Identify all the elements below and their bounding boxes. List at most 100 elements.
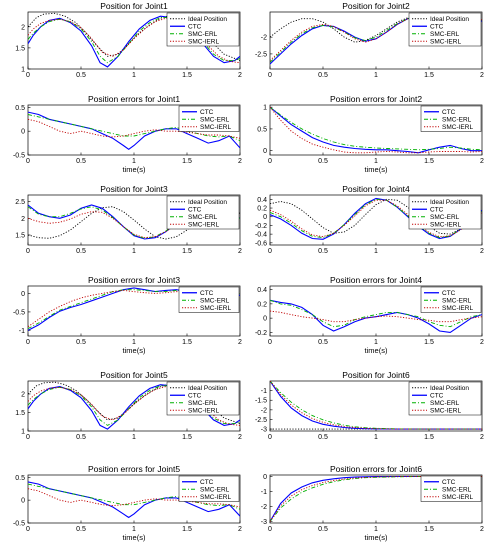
y-tick-label: -0.5 [13, 153, 25, 160]
chart-title: Position errors for Joint4 [330, 275, 422, 285]
legend-label: SMC-ERL [430, 400, 460, 407]
y-tick-label: 0 [263, 474, 267, 481]
x-tick-label: 1 [132, 72, 136, 79]
x-tick-label: 0 [26, 248, 30, 255]
series-line-ideal-position [270, 198, 482, 235]
x-tick-label: 0.5 [76, 72, 86, 79]
y-tick-label: -3 [261, 519, 267, 526]
y-tick-label: 1.5 [15, 233, 25, 240]
legend-label: CTC [200, 479, 214, 486]
series-line-smc-erl [270, 106, 482, 151]
x-tick-label: 1.5 [424, 339, 434, 346]
x-tick-label: 0.5 [318, 434, 328, 441]
subplot-9: Position for Joint5 0 0.5 1 1.5 2 1 1.5 2 Ideal P… [15, 370, 242, 441]
legend-label: CTC [430, 24, 444, 31]
y-tick-label: 0.2 [257, 301, 267, 308]
x-tick-label: 2 [480, 248, 484, 255]
series-line-ctc [270, 197, 482, 240]
subplot-10: Position for Joint6 0 0.5 1 1.5 2 -3 -2.5 -2 -1.5… [255, 370, 484, 441]
y-tick-label: 1 [21, 429, 25, 436]
series-line-smc-erl [28, 483, 240, 510]
x-tick-label: 2 [480, 339, 484, 346]
x-tick-label: 1 [132, 248, 136, 255]
legend-label: SMC-IERL [188, 222, 219, 229]
x-tick-label: 2 [480, 434, 484, 441]
x-tick-label: 2 [238, 158, 242, 165]
x-tick-label: 2 [238, 434, 242, 441]
y-tick-label: 0 [263, 148, 267, 155]
x-tick-label: 0 [26, 339, 30, 346]
x-tick-label: 0 [268, 434, 272, 441]
y-tick-label: 2 [21, 391, 25, 398]
y-tick-label: -0.5 [13, 521, 25, 528]
y-tick-label: -0.6 [255, 240, 267, 247]
series-line-smc-ierl [28, 17, 240, 64]
x-tick-label: 0 [268, 339, 272, 346]
x-tick-label: 0.5 [318, 339, 328, 346]
legend-label: CTC [200, 109, 214, 116]
chart-title: Position for Joint2 [342, 1, 410, 11]
legend-label: SMC-ERL [200, 298, 230, 305]
y-tick-label: 2 [21, 24, 25, 31]
x-tick-label: 1.5 [182, 158, 192, 165]
x-tick-label: 1.5 [424, 434, 434, 441]
series-line-smc-erl [28, 114, 240, 142]
legend-label: CTC [442, 479, 456, 486]
x-tick-label: 2 [480, 72, 484, 79]
legend-label: SMC-ERL [430, 31, 460, 38]
chart-title: Position for Joint4 [342, 184, 410, 194]
series-line-ctc [270, 106, 482, 154]
series-line-smc-ierl [270, 106, 482, 154]
y-tick-label: -2.5 [255, 51, 267, 58]
x-tick-label: 0 [268, 248, 272, 255]
legend-label: SMC-ERL [200, 117, 230, 124]
y-tick-label: -2 [261, 407, 267, 414]
x-tick-label: 0.5 [76, 526, 86, 533]
x-tick-label: 1 [374, 339, 378, 346]
y-tick-label: 0 [263, 214, 267, 221]
x-tick-label: 1 [374, 248, 378, 255]
chart-title: Position for Joint6 [342, 370, 410, 380]
x-tick-label: 0 [268, 526, 272, 533]
y-tick-label: 1.5 [15, 410, 25, 417]
y-tick-label: 0.2 [257, 206, 267, 213]
legend-label: CTC [430, 207, 444, 214]
x-tick-label: 0 [268, 158, 272, 165]
x-axis-label: time(s) [365, 533, 388, 542]
x-tick-label: 1 [374, 72, 378, 79]
series-line-smc-erl [270, 299, 482, 328]
x-tick-label: 2 [238, 339, 242, 346]
series-line-smc-ierl [270, 310, 482, 323]
subplot-7: Position errors for Joint3 0 0.5 1 1.5 2 -1 -0.… [13, 275, 242, 355]
chart-title: Position for Joint1 [100, 1, 168, 11]
y-tick-label: 0.4 [257, 197, 267, 204]
x-tick-label: 1.5 [424, 526, 434, 533]
x-axis-label: time(s) [123, 533, 146, 542]
y-tick-label: -0.4 [255, 232, 267, 239]
legend-label: CTC [200, 290, 214, 297]
y-tick-label: 0.5 [15, 475, 25, 482]
x-tick-label: 2 [238, 248, 242, 255]
x-tick-label: 0 [26, 158, 30, 165]
x-tick-label: 1 [374, 158, 378, 165]
x-tick-label: 1.5 [424, 158, 434, 165]
x-tick-label: 2 [480, 158, 484, 165]
legend-label: Ideal Position [430, 16, 469, 23]
legend-label: SMC-IERL [442, 124, 473, 131]
y-tick-label: -1 [261, 388, 267, 395]
series-line-smc-ierl [270, 381, 482, 430]
x-tick-label: 0.5 [318, 158, 328, 165]
x-axis-label: time(s) [365, 165, 388, 174]
subplot-5: Position for Joint3 0 0.5 1 1.5 2 1.5 2 2.5 Ideal… [15, 184, 242, 255]
chart-title: Position errors for Joint5 [88, 464, 180, 474]
